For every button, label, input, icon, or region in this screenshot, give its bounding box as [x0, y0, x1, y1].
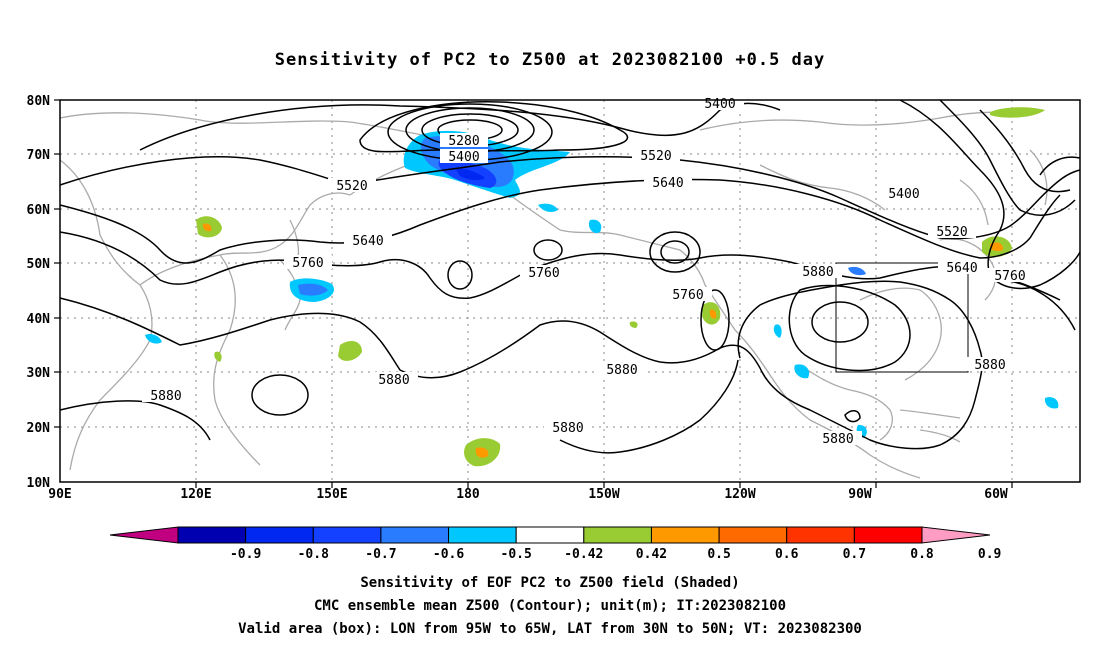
- lon-label: 150W: [588, 487, 619, 502]
- contour-label: 5760: [292, 256, 323, 271]
- lat-axis: 80N 70N 60N 50N 40N 30N 20N 10N: [27, 94, 51, 491]
- colorbar-tick-label: -0.5: [501, 547, 532, 562]
- colorbar-tick-label: -0.9: [230, 547, 261, 562]
- colorbar-tick-label: 0.6: [775, 547, 799, 562]
- lon-label: 120W: [724, 487, 755, 502]
- contour-label: 5280: [448, 134, 479, 149]
- colorbar-tick-label: 0.9: [978, 547, 1001, 562]
- lon-axis: 90E 120E 150E 180 150W 120W 90W 60W: [48, 487, 1008, 502]
- lat-label: 40N: [27, 312, 51, 327]
- plot-frame: [59, 99, 1081, 483]
- colorbar-tick-label: -0.8: [298, 547, 329, 562]
- contour-label: 5640: [946, 261, 977, 276]
- plot-area: [60, 100, 1080, 482]
- lat-label: 50N: [27, 257, 51, 272]
- contour-label: 5400: [448, 150, 479, 165]
- gridlines: [60, 100, 1080, 482]
- colorbar-swatch: [650, 526, 720, 544]
- colorbar-swatch: [380, 526, 450, 544]
- contour-label: 5880: [378, 373, 409, 388]
- colorbar-swatch: [312, 526, 382, 544]
- lat-label: 80N: [27, 94, 51, 109]
- caption-shaded: Sensitivity of EOF PC2 to Z500 field (Sh…: [360, 575, 740, 591]
- valid-area-box: [835, 262, 969, 373]
- colorbar-swatch: [583, 526, 652, 544]
- map-title: Sensitivity of PC2 to Z500 at 2023082100…: [274, 50, 826, 70]
- lat-label: 10N: [27, 476, 51, 491]
- lat-label: 60N: [27, 203, 51, 218]
- contour-label: 5520: [336, 179, 367, 194]
- map-figure: 5280 5400 5400 5400 5520 5520 5520 5640 …: [27, 94, 1081, 562]
- lat-label: 30N: [27, 366, 51, 381]
- contour-label: 5880: [974, 358, 1005, 373]
- lat-label: 70N: [27, 148, 51, 163]
- colorbar-swatch: [177, 526, 247, 544]
- contour-label: 5520: [936, 225, 967, 240]
- colorbar-swatch: [515, 526, 585, 544]
- contour-label: 5520: [640, 149, 671, 164]
- contour-label: 5640: [652, 176, 683, 191]
- lon-label: 150E: [316, 487, 347, 502]
- caption-valid-area: Valid area (box): LON from 95W to 65W, L…: [238, 621, 862, 637]
- colorbar-tick-label: 0.7: [843, 547, 866, 562]
- colorbar-arrow-high: [921, 526, 991, 544]
- lon-label: 90W: [848, 487, 872, 502]
- lon-label: 90E: [48, 487, 71, 502]
- colorbar-swatch: [718, 526, 788, 544]
- contour-labels: 5280 5400 5400 5400 5520 5520 5520 5640 …: [142, 96, 1034, 436]
- colorbar-swatch: [448, 526, 517, 544]
- colorbar-tick-label: 0.8: [910, 547, 934, 562]
- lon-label: 120E: [180, 487, 211, 502]
- colorbar-labels: -0.9 -0.8 -0.7 -0.6 -0.5 -0.42 0.42 0.5 0.6 0.7 0.…: [230, 547, 1001, 562]
- contour-label: 5880: [150, 389, 181, 404]
- contour-label: 5760: [672, 288, 703, 303]
- lon-label: 60W: [984, 487, 1008, 502]
- colorbar-tick-label: 0.42: [636, 547, 667, 562]
- contour-label: 5400: [888, 187, 919, 202]
- contour-label: 5760: [528, 266, 559, 281]
- colorbar-swatch: [786, 526, 855, 544]
- contour-label: 5880: [822, 432, 853, 447]
- contour-label: 5880: [606, 363, 637, 378]
- lon-label: 180: [456, 487, 480, 502]
- colorbar-swatch: [853, 526, 923, 544]
- colorbar-tick-label: -0.6: [433, 547, 464, 562]
- colorbar: [109, 526, 991, 544]
- caption-contour: CMC ensemble mean Z500 (Contour); unit(m…: [313, 598, 786, 614]
- colorbar-tick-label: -0.7: [365, 547, 396, 562]
- contour-label: 5880: [552, 421, 583, 436]
- colorbar-tick-label: -0.42: [564, 547, 603, 562]
- colorbar-swatch: [245, 526, 314, 544]
- colorbar-tick-label: 0.5: [707, 547, 730, 562]
- contour-label: 5880: [802, 265, 833, 280]
- colorbar-arrow-low: [109, 526, 179, 544]
- contour-label: 5640: [352, 234, 383, 249]
- lat-label: 20N: [27, 421, 51, 436]
- contour-label: 5760: [994, 269, 1025, 284]
